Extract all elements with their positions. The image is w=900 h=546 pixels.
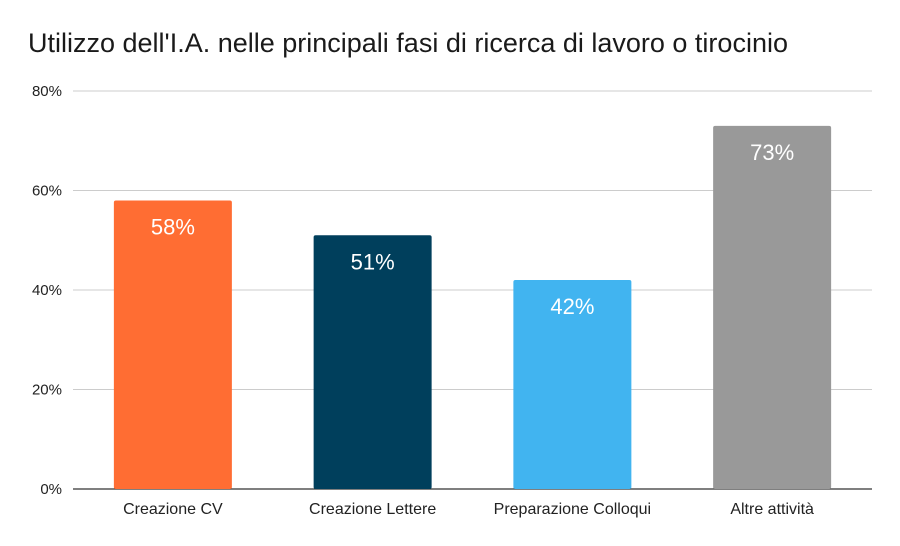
x-tick-label: Creazione CV xyxy=(123,501,223,518)
y-tick-label: 40% xyxy=(32,282,62,299)
x-tick-label: Altre attività xyxy=(730,501,814,518)
y-tick-label: 60% xyxy=(32,183,62,200)
bar-4 xyxy=(713,125,832,489)
x-tick-label: Creazione Lettere xyxy=(309,501,436,518)
chart-title: Utilizzo dell'I.A. nelle principali fasi… xyxy=(28,28,788,58)
y-tick-label: 20% xyxy=(32,382,62,399)
bar-1 xyxy=(113,200,232,489)
data-label: 58% xyxy=(151,214,195,239)
y-tick-label: 0% xyxy=(40,481,62,498)
x-tick-label: Preparazione Colloqui xyxy=(494,501,651,518)
data-label: 51% xyxy=(351,249,395,274)
data-label: 42% xyxy=(550,294,594,319)
bar-2 xyxy=(313,235,432,489)
bar-3 xyxy=(513,280,632,489)
y-tick-label: 80% xyxy=(32,83,62,100)
data-label: 73% xyxy=(750,140,794,165)
